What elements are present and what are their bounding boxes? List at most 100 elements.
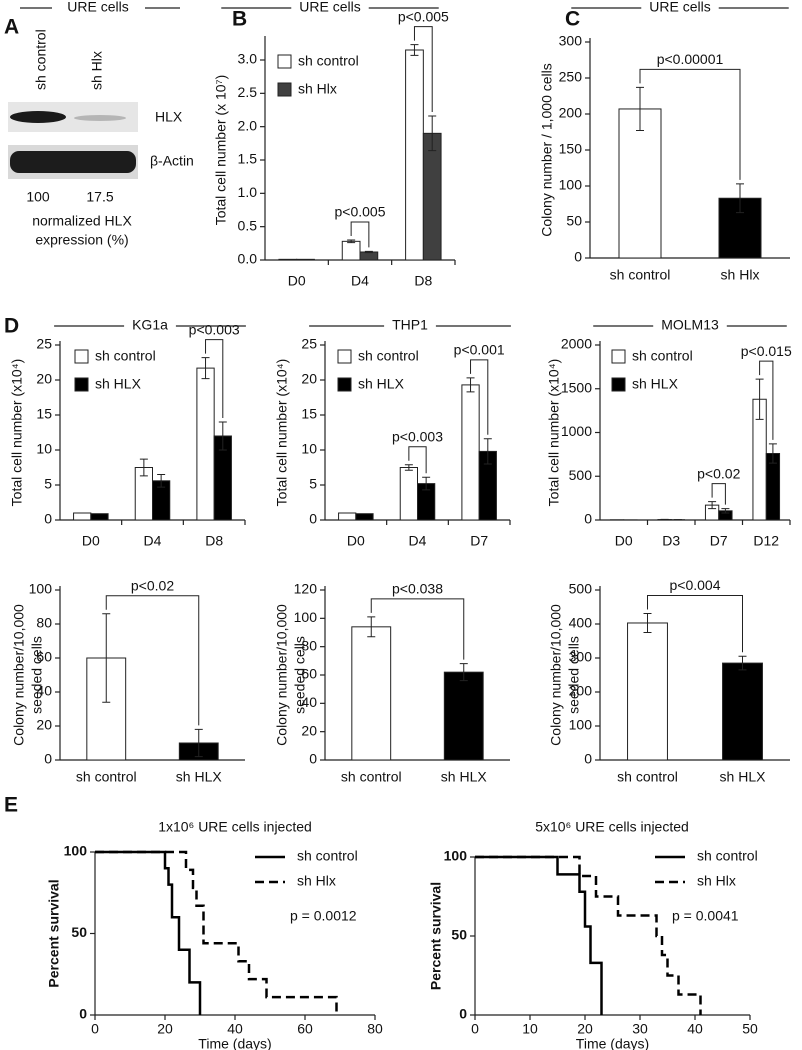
x-tick-label: D8 xyxy=(414,273,432,289)
y-tick-label: 2.0 xyxy=(238,117,258,133)
y-axis-label: seeded cells xyxy=(29,636,45,714)
x-tick-label: sh control xyxy=(610,267,671,283)
y-tick-label: 0 xyxy=(309,511,317,527)
y-axis-label: Colony number/10,000 xyxy=(548,604,564,746)
western-blot: URE cells sh control sh Hlx HLX β-Actin … xyxy=(8,0,194,248)
legend-swatch xyxy=(337,349,352,364)
y-axis-label: Percent survival xyxy=(46,879,62,987)
significance-bracket xyxy=(647,594,743,653)
legend-label: sh Hlx xyxy=(697,873,736,889)
significance-bracket xyxy=(759,360,774,440)
y-axis-label: Percent survival xyxy=(428,882,444,990)
chart-title: URE cells xyxy=(299,0,360,15)
bar xyxy=(359,251,379,261)
band-label: HLX xyxy=(155,109,183,125)
p-value: p<0.005 xyxy=(398,8,449,24)
y-tick-label: 50 xyxy=(71,924,87,940)
bar xyxy=(341,240,361,261)
y-tick-label: 80 xyxy=(36,615,52,631)
chart-title: MOLM13 xyxy=(661,317,719,333)
x-tick-label: D4 xyxy=(144,533,162,549)
error-bar xyxy=(466,377,475,393)
panel-label: B xyxy=(232,8,247,31)
bar xyxy=(618,108,662,259)
error-bar xyxy=(459,663,468,682)
x-tick-label: D3 xyxy=(662,533,680,549)
chart-title: KG1a xyxy=(132,317,168,333)
quantification-label: normalized HLX xyxy=(32,213,132,229)
blot-band xyxy=(10,151,136,173)
blot-band xyxy=(10,111,66,123)
significance-bracket xyxy=(105,595,200,726)
legend-label: sh HLX xyxy=(95,376,142,392)
p-value: p<0.00001 xyxy=(657,51,724,67)
p-value: p<0.004 xyxy=(670,577,721,593)
bar xyxy=(73,512,92,521)
error-bar xyxy=(367,616,376,638)
y-tick-label: 1000 xyxy=(561,423,592,439)
band-label: β-Actin xyxy=(150,153,194,169)
x-axis-label: Time (days) xyxy=(198,1036,271,1050)
y-tick-label: 10 xyxy=(301,441,317,457)
x-tick-label: sh HLX xyxy=(441,769,488,785)
y-tick-label: 0 xyxy=(459,1006,467,1022)
error-bar xyxy=(428,115,437,152)
error-bar xyxy=(410,44,419,56)
significance-bracket xyxy=(470,359,489,435)
y-axis-label: Total cell number (x10⁴) xyxy=(546,359,562,507)
quantification-label: expression (%) xyxy=(35,232,128,248)
p-value: p<0.02 xyxy=(697,465,740,481)
bar xyxy=(627,622,668,761)
y-tick-label: 100 xyxy=(444,848,468,864)
y-tick-label: 150 xyxy=(559,141,583,157)
y-tick-label: 60 xyxy=(36,649,52,665)
y-tick-label: 0.5 xyxy=(238,217,258,233)
x-tick-label: sh HLX xyxy=(720,769,767,785)
y-axis-label: seeded cells xyxy=(292,636,308,714)
y-tick-label: 20 xyxy=(301,722,317,738)
y-tick-label: 25 xyxy=(301,336,317,352)
bar xyxy=(722,662,763,761)
legend-swatch xyxy=(74,349,89,364)
error-bar xyxy=(736,183,744,214)
y-axis-label: Colony number/10,000 xyxy=(11,604,27,746)
legend-swatch xyxy=(277,54,292,69)
y-tick-label: 300 xyxy=(559,33,583,49)
error-bar xyxy=(708,501,717,510)
x-tick-label: 20 xyxy=(157,1021,173,1037)
chart-title: THP1 xyxy=(392,317,428,333)
p-value: p<0.005 xyxy=(335,204,386,220)
legend-swatch xyxy=(337,377,352,392)
significance-bracket xyxy=(205,339,224,418)
y-tick-label: 120 xyxy=(294,581,318,597)
y-tick-label: 0 xyxy=(309,751,317,767)
quantification: 100 xyxy=(26,189,50,205)
error-bar xyxy=(755,378,764,420)
x-tick-label: sh Hlx xyxy=(721,267,760,283)
legend-label: sh control xyxy=(697,848,758,864)
x-axis-label: Time (days) xyxy=(576,1036,649,1050)
error-bar xyxy=(102,613,111,703)
legend-label: sh control xyxy=(297,848,358,864)
bar xyxy=(338,512,357,521)
y-tick-label: 100 xyxy=(294,609,318,625)
y-axis-label: Total cell number (x10⁴) xyxy=(9,359,25,507)
y-axis-label: Colony number/10,000 xyxy=(274,604,290,746)
bar xyxy=(461,384,480,521)
bar xyxy=(196,367,215,521)
y-axis-label: Total cell number (x 10⁷) xyxy=(213,75,229,226)
y-tick-label: 100 xyxy=(559,177,583,193)
significance-bracket xyxy=(413,26,433,112)
y-tick-label: 0 xyxy=(584,751,592,767)
y-tick-label: 2.5 xyxy=(238,84,258,100)
x-tick-label: sh HLX xyxy=(176,769,223,785)
x-tick-label: 80 xyxy=(367,1021,383,1037)
y-tick-label: 5 xyxy=(309,476,317,492)
p-value: p<0.001 xyxy=(454,342,505,358)
y-tick-label: 50 xyxy=(566,213,582,229)
legend-swatch xyxy=(74,377,89,392)
chart-title: 5x10⁶ URE cells injected xyxy=(535,819,689,835)
legend-label: sh HLX xyxy=(632,376,679,392)
x-tick-label: 40 xyxy=(687,1021,703,1037)
error-bar xyxy=(768,443,777,464)
